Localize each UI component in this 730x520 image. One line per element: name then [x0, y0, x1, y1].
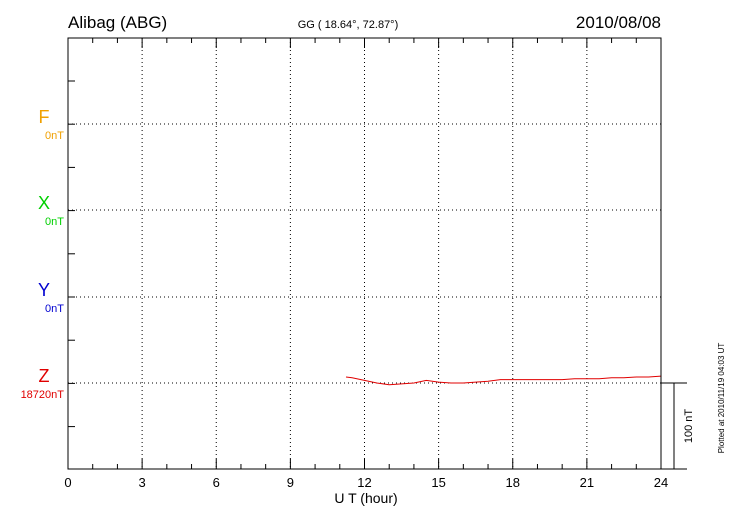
left-axis-ticks	[68, 80, 75, 428]
x-tick-label: 24	[654, 475, 668, 490]
data-traces	[345, 375, 662, 386]
station-title: Alibag (ABG)	[68, 13, 167, 32]
component-y-baseline: 0nT	[45, 303, 64, 315]
scale-bar-label: 100 nT	[683, 409, 695, 444]
x-tick-label: 0	[64, 475, 71, 490]
component-f-baseline: 0nT	[45, 130, 64, 142]
x-tick-label: 12	[357, 475, 371, 490]
coordinates-label: GG ( 18.64°, 72.87°)	[298, 19, 399, 31]
plot-frame	[67, 37, 662, 470]
series-z-line	[345, 375, 662, 386]
x-tick-label: 6	[213, 475, 220, 490]
scale-bar: 100 nT	[661, 382, 695, 470]
component-x-letter: X	[38, 193, 50, 213]
x-tick-label: 21	[580, 475, 594, 490]
component-labels: F 0nT X 0nT Y 0nT Z 18720nT	[21, 107, 65, 401]
component-y-letter: Y	[38, 280, 50, 300]
component-f-letter: F	[39, 107, 50, 127]
x-tick-label: 15	[431, 475, 445, 490]
component-z-baseline: 18720nT	[21, 389, 65, 401]
x-tick-label: 9	[287, 475, 294, 490]
vertical-gridlines	[141, 38, 588, 469]
x-axis-tick-labels: 0 3 6 9 12 15 18 21 24	[64, 475, 668, 490]
component-x-baseline: 0nT	[45, 216, 64, 228]
x-axis-label: U T (hour)	[334, 490, 397, 506]
plotted-at-label: Plotted at 2010/11/19 04:03 UT	[717, 343, 726, 454]
x-tick-label: 3	[139, 475, 146, 490]
x-tick-label: 18	[506, 475, 520, 490]
date-label: 2010/08/08	[576, 13, 661, 32]
horizontal-gridlines	[68, 123, 661, 384]
component-z-letter: Z	[39, 366, 50, 386]
